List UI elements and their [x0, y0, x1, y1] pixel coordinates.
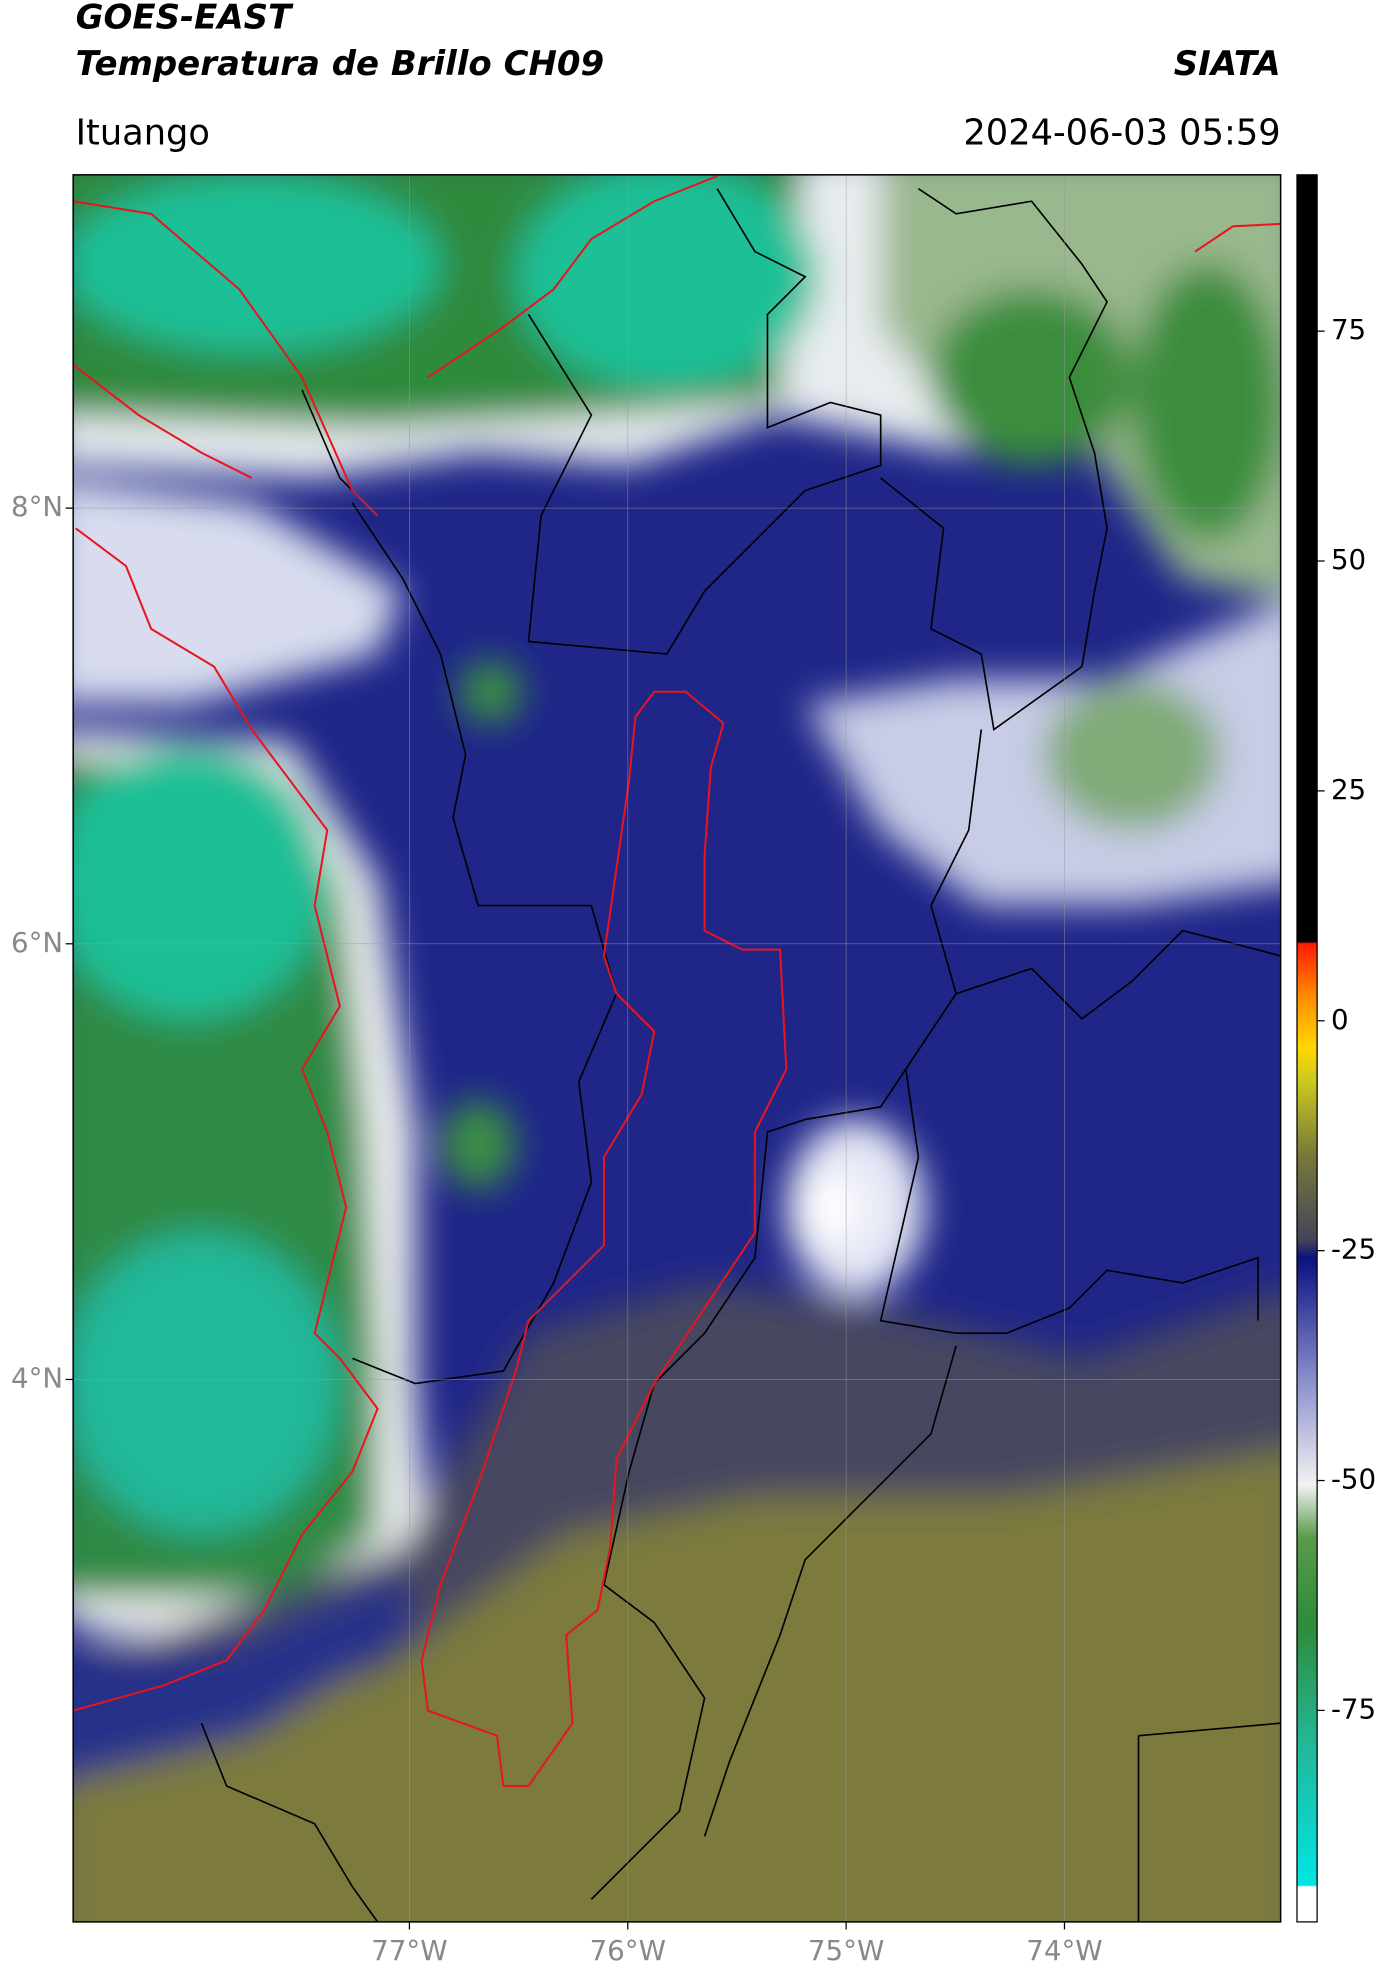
datetime: 2024-06-03 05:59	[963, 113, 1280, 154]
grid-layer	[73, 174, 1281, 1922]
colorbar-tick-label: -25	[1331, 1233, 1376, 1266]
colorbar-tick-label: -50	[1331, 1463, 1376, 1496]
colorbar	[1296, 174, 1318, 1923]
colorbar-tick-label: 75	[1331, 313, 1366, 346]
map-frame	[72, 174, 1282, 1923]
colorbar-tick-label: 50	[1331, 543, 1366, 576]
colorbar-tick-label: 0	[1331, 1003, 1349, 1036]
title-line2: Temperatura de Brillo CH09	[76, 44, 604, 84]
y-tick-label: 8°N	[11, 490, 63, 523]
colorbar-tick-label: -75	[1331, 1692, 1376, 1725]
y-tick-label: 4°N	[11, 1361, 63, 1394]
x-tick-label: 74°W	[1026, 1934, 1102, 1967]
location: Ituango	[76, 113, 210, 154]
x-tick-label: 77°W	[371, 1934, 447, 1967]
title-line1: GOES-EAST	[76, 0, 294, 37]
colorbar-tick-label: 25	[1331, 773, 1366, 806]
org: SIATA	[1174, 44, 1281, 84]
x-tick-label: 76°W	[590, 1934, 666, 1967]
satellite-image	[73, 174, 1281, 1922]
x-tick-label: 75°W	[808, 1934, 884, 1967]
coastline-and-boundary	[73, 175, 1281, 1788]
y-tick-label: 6°N	[11, 926, 63, 959]
